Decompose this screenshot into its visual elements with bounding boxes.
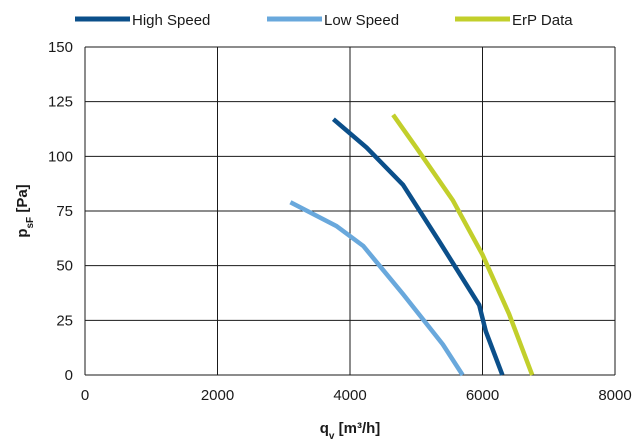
legend-label-low-speed: Low Speed — [324, 12, 399, 29]
y-tick-label-1: 25 — [56, 312, 73, 329]
series-line-erp-data — [391, 113, 535, 376]
x-tick-label-2: 4000 — [333, 387, 366, 404]
series-line-low-speed — [289, 200, 465, 377]
series-group — [289, 113, 535, 377]
legend-label-erp-data: ErP Data — [512, 12, 573, 29]
x-tick-label-1: 2000 — [201, 387, 234, 404]
y-tick-label-4: 100 — [48, 148, 73, 165]
legend-label-high-speed: High Speed — [132, 12, 210, 29]
x-axis-title: qv [m³/h] — [320, 420, 381, 442]
x-tick-label-3: 6000 — [466, 387, 499, 404]
y-tick-label-0: 0 — [65, 367, 73, 384]
tick-labels: 0 2000 4000 6000 8000 0 25 50 75 100 125 150 — [48, 39, 632, 404]
y-tick-label-5: 125 — [48, 94, 73, 111]
y-tick-label-6: 150 — [48, 39, 73, 56]
y-tick-label-3: 75 — [56, 203, 73, 220]
legend: High Speed Low Speed ErP Data — [75, 12, 573, 29]
x-tick-label-4: 8000 — [598, 387, 631, 404]
grid — [84, 46, 616, 376]
y-axis-title: psF [Pa] — [14, 184, 36, 237]
series-line-high-speed — [331, 117, 505, 376]
x-tick-label-0: 0 — [81, 387, 89, 404]
y-tick-label-2: 50 — [56, 258, 73, 275]
